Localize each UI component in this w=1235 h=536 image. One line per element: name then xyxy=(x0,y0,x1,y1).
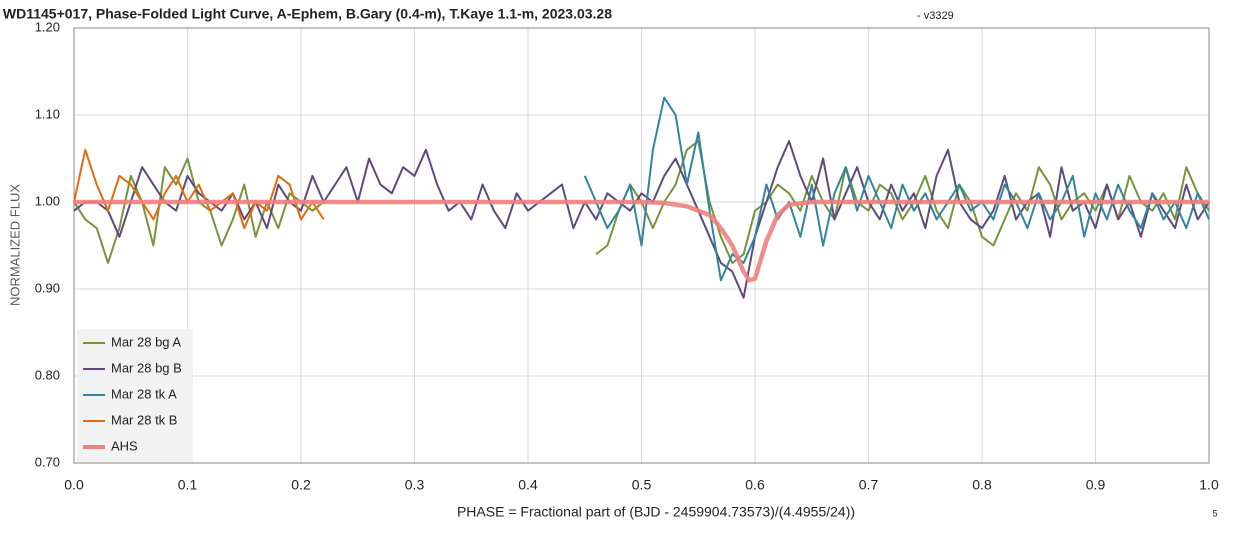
x-tick-label: 0.6 xyxy=(745,477,765,493)
x-tick-label: 0.0 xyxy=(64,477,84,493)
x-tick-label: 0.5 xyxy=(632,477,652,493)
y-tick-label: 0.70 xyxy=(35,454,60,469)
x-tick-label: 0.7 xyxy=(859,477,879,493)
data-line xyxy=(583,96,1210,282)
y-tick-label: 1.20 xyxy=(35,19,60,34)
legend-label: AHS xyxy=(111,438,138,453)
y-tick-label: 0.80 xyxy=(35,367,60,382)
chart-subtitle: - v3329 xyxy=(917,10,954,22)
y-tick-label: 0.90 xyxy=(35,280,60,295)
x-tick-label: 0.8 xyxy=(972,477,992,493)
y-tick-label: 1.00 xyxy=(35,193,60,208)
x-tick-label: 0.9 xyxy=(1086,477,1106,493)
data-line xyxy=(73,148,325,230)
data-line xyxy=(73,140,1210,299)
data-line xyxy=(74,199,1209,283)
x-tick-label: 0.1 xyxy=(178,477,198,493)
annotation: 5 xyxy=(1212,508,1217,518)
legend-label: Mar 28 tk A xyxy=(111,386,177,401)
legend-label: Mar 28 bg B xyxy=(111,360,182,375)
x-tick-label: 0.2 xyxy=(291,477,311,493)
x-tick-label: 0.4 xyxy=(518,477,538,493)
legend-label: Mar 28 bg A xyxy=(111,334,181,349)
legend-label: Mar 28 tk B xyxy=(111,412,177,427)
y-axis-label: NORMALIZED FLUX xyxy=(7,184,22,306)
plot-border xyxy=(73,27,1210,464)
y-tick-label: 1.10 xyxy=(35,106,60,121)
x-axis-label: PHASE = Fractional part of (BJD - 245990… xyxy=(457,504,855,520)
chart-title: WD1145+017, Phase-Folded Light Curve, A-… xyxy=(3,6,612,22)
x-tick-label: 1.0 xyxy=(1199,477,1219,493)
x-tick-label: 0.3 xyxy=(405,477,425,493)
